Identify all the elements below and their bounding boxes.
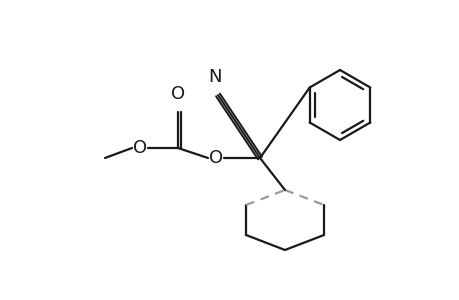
Text: O: O	[133, 139, 147, 157]
Text: O: O	[171, 85, 185, 103]
Text: O: O	[208, 149, 223, 167]
Text: N: N	[208, 68, 221, 86]
